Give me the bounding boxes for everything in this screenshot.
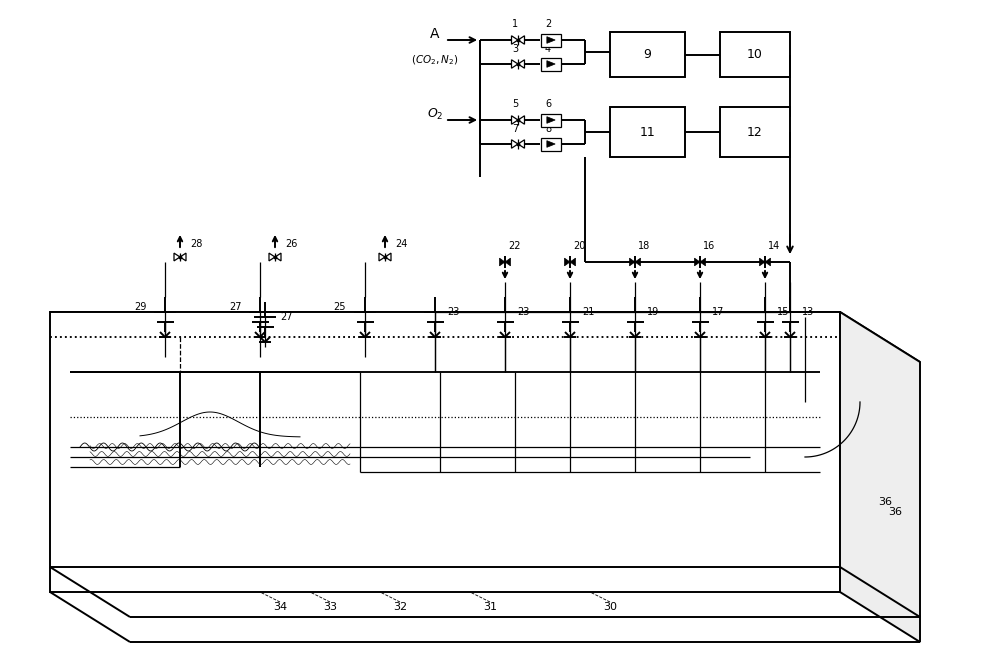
- Polygon shape: [518, 116, 524, 124]
- Text: 6: 6: [545, 99, 551, 109]
- Text: 1: 1: [512, 19, 518, 29]
- Text: 36: 36: [888, 507, 902, 517]
- Text: 3: 3: [512, 44, 518, 54]
- Polygon shape: [564, 258, 570, 266]
- Text: 25: 25: [334, 302, 346, 312]
- Text: 8: 8: [545, 124, 551, 134]
- Text: 31: 31: [483, 602, 497, 612]
- Bar: [541, 114, 561, 126]
- Polygon shape: [50, 312, 920, 362]
- Bar: [720, 107, 790, 157]
- Polygon shape: [379, 253, 385, 261]
- Text: 29: 29: [134, 302, 146, 312]
- Bar: [610, 32, 685, 77]
- Polygon shape: [385, 253, 391, 261]
- Text: 16: 16: [703, 241, 715, 251]
- Text: 27: 27: [229, 302, 241, 312]
- Text: 5: 5: [512, 99, 518, 109]
- Text: 13: 13: [802, 307, 814, 317]
- Polygon shape: [570, 258, 576, 266]
- Polygon shape: [630, 258, 635, 266]
- Text: 7: 7: [512, 124, 518, 134]
- Text: 11: 11: [640, 126, 655, 138]
- Text: 32: 32: [393, 602, 407, 612]
- Text: 9: 9: [644, 48, 651, 61]
- Polygon shape: [765, 258, 770, 266]
- Text: 27: 27: [280, 312, 292, 322]
- Bar: [610, 107, 685, 157]
- Text: 26: 26: [285, 239, 297, 249]
- Text: 23: 23: [447, 307, 459, 317]
- Text: 21: 21: [582, 307, 594, 317]
- Bar: [541, 34, 561, 46]
- Polygon shape: [700, 258, 706, 266]
- Polygon shape: [518, 140, 524, 149]
- Polygon shape: [840, 312, 920, 642]
- Text: 36: 36: [878, 497, 892, 507]
- Polygon shape: [500, 258, 505, 266]
- Text: 24: 24: [395, 239, 407, 249]
- Text: 14: 14: [768, 241, 780, 251]
- Polygon shape: [547, 37, 555, 43]
- Text: 17: 17: [712, 307, 724, 317]
- Polygon shape: [635, 258, 640, 266]
- Text: 30: 30: [603, 602, 617, 612]
- Text: 23: 23: [517, 307, 529, 317]
- Text: 12: 12: [747, 126, 763, 138]
- Text: 22: 22: [508, 241, 520, 251]
- Polygon shape: [180, 253, 186, 261]
- Text: 4: 4: [545, 44, 551, 54]
- Text: 18: 18: [638, 241, 650, 251]
- Polygon shape: [512, 140, 518, 149]
- Polygon shape: [547, 117, 555, 124]
- Polygon shape: [512, 60, 518, 69]
- Polygon shape: [760, 258, 765, 266]
- Polygon shape: [694, 258, 700, 266]
- Text: 2: 2: [545, 19, 551, 29]
- Bar: [541, 58, 561, 71]
- Polygon shape: [547, 140, 555, 147]
- Text: 34: 34: [273, 602, 287, 612]
- Polygon shape: [505, 258, 511, 266]
- Polygon shape: [547, 60, 555, 67]
- Bar: [541, 138, 561, 151]
- Polygon shape: [512, 36, 518, 44]
- Text: 19: 19: [647, 307, 659, 317]
- Text: 28: 28: [190, 239, 202, 249]
- Polygon shape: [518, 36, 524, 44]
- Polygon shape: [174, 253, 180, 261]
- Bar: [720, 32, 790, 77]
- Polygon shape: [269, 253, 275, 261]
- Polygon shape: [518, 60, 524, 69]
- Text: A: A: [430, 27, 440, 41]
- Polygon shape: [512, 116, 518, 124]
- Text: 15: 15: [777, 307, 789, 317]
- Text: 10: 10: [747, 48, 763, 61]
- Text: $(CO_2, N_2)$: $(CO_2, N_2)$: [411, 53, 459, 67]
- Polygon shape: [275, 253, 281, 261]
- Bar: [50, 312, 840, 592]
- Text: 33: 33: [323, 602, 337, 612]
- Text: $O_2$: $O_2$: [427, 106, 443, 122]
- Text: 20: 20: [573, 241, 585, 251]
